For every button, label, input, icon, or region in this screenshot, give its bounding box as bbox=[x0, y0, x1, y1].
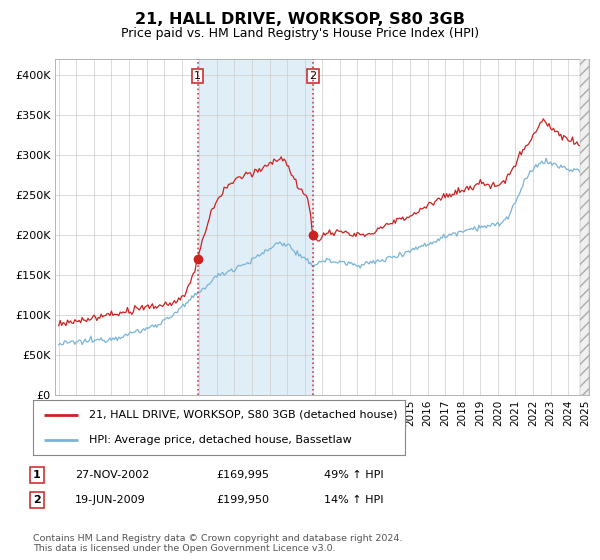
Polygon shape bbox=[580, 59, 589, 395]
Text: 19-JUN-2009: 19-JUN-2009 bbox=[75, 495, 146, 505]
Text: 27-NOV-2002: 27-NOV-2002 bbox=[75, 470, 149, 480]
Text: Price paid vs. HM Land Registry's House Price Index (HPI): Price paid vs. HM Land Registry's House … bbox=[121, 27, 479, 40]
Text: 2: 2 bbox=[33, 495, 41, 505]
Text: £169,995: £169,995 bbox=[216, 470, 269, 480]
Text: 2: 2 bbox=[310, 71, 316, 81]
Text: 21, HALL DRIVE, WORKSOP, S80 3GB (detached house): 21, HALL DRIVE, WORKSOP, S80 3GB (detach… bbox=[89, 410, 397, 420]
Text: Contains HM Land Registry data © Crown copyright and database right 2024.
This d: Contains HM Land Registry data © Crown c… bbox=[33, 534, 403, 553]
Text: £199,950: £199,950 bbox=[216, 495, 269, 505]
Text: 49% ↑ HPI: 49% ↑ HPI bbox=[324, 470, 383, 480]
Text: 1: 1 bbox=[33, 470, 41, 480]
Text: 14% ↑ HPI: 14% ↑ HPI bbox=[324, 495, 383, 505]
Text: 21, HALL DRIVE, WORKSOP, S80 3GB: 21, HALL DRIVE, WORKSOP, S80 3GB bbox=[135, 12, 465, 27]
Text: 1: 1 bbox=[194, 71, 201, 81]
Text: HPI: Average price, detached house, Bassetlaw: HPI: Average price, detached house, Bass… bbox=[89, 435, 352, 445]
Bar bbox=[197, 59, 313, 395]
